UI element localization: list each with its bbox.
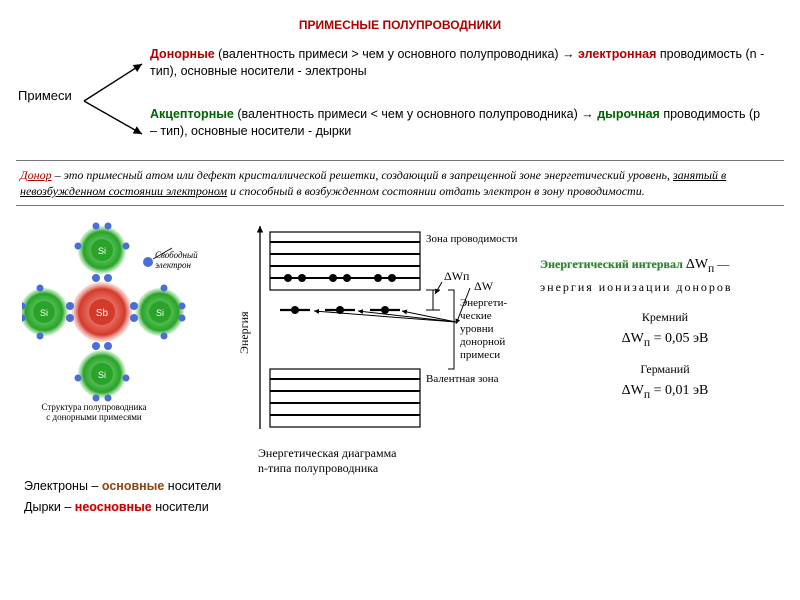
svg-text:ΔWп: ΔWп	[444, 269, 470, 283]
svg-text:Si: Si	[98, 246, 106, 256]
donor-definition: Донор – это примесный атом или дефект кр…	[16, 160, 784, 206]
page-title: ПРИМЕСНЫЕ ПОЛУПРОВОДНИКИ	[0, 0, 800, 32]
free-electron-label: Свободный электрон	[155, 250, 198, 270]
f2a: Дырки –	[24, 500, 75, 514]
right-column: Энергетический интервал ΔWп — энергия ио…	[540, 254, 790, 401]
def-before: – это примесный атом или дефект кристалл…	[52, 168, 673, 182]
donor-text: Донорные (валентность примеси > чем у ос…	[150, 46, 770, 80]
def-after: и способный в возбужденном состоянии отд…	[227, 184, 645, 198]
branch-arrows	[80, 56, 150, 146]
donor-rest1: (валентность примеси > чем у основного п…	[215, 47, 578, 61]
def-term: Донор	[20, 168, 52, 182]
interval-bold: Энергетический интервал	[540, 257, 683, 271]
interval-dash: —	[717, 257, 729, 271]
si-eq: ΔWп = 0,05 эВ	[540, 331, 790, 349]
svg-text:примеси: примеси	[460, 349, 500, 361]
branch-root-label: Примеси	[18, 88, 72, 103]
f1b: основные	[102, 479, 164, 493]
ge-label: Германий	[540, 362, 790, 377]
interval-desc: энергия ионизации доноров	[540, 280, 733, 294]
lower-panel: Sb Si Si Si Si Свободный электрон	[0, 214, 800, 544]
f2b: неосновные	[75, 500, 152, 514]
f1c: носители	[164, 479, 221, 493]
impurity-branch: Примеси Донорные (валентность примеси > …	[0, 46, 800, 156]
donor-keyword: Донорные	[150, 47, 215, 61]
svg-text:донорной: донорной	[460, 336, 505, 348]
svg-text:Зона проводимости: Зона проводимости	[426, 233, 518, 245]
svg-text:Энергети-: Энергети-	[460, 297, 507, 309]
acceptor-rest1: (валентность примеси < чем у основного п…	[234, 107, 597, 121]
f2c: носители	[152, 500, 209, 514]
donor-kind: электронная	[578, 47, 656, 61]
si-label: Кремний	[540, 310, 790, 325]
svg-text:Валентная зона: Валентная зона	[426, 373, 499, 385]
f1a: Электроны –	[24, 479, 102, 493]
svg-text:ческие: ческие	[460, 310, 492, 322]
acceptor-keyword: Акцепторные	[150, 107, 234, 121]
svg-text:Si: Si	[40, 308, 48, 318]
band-caption: Энергетическая диаграммаn-типа полупрово…	[258, 446, 396, 476]
band-diagram: Энергия Зона проводимости Валентная зона…	[230, 214, 530, 444]
svg-text:уровни: уровни	[460, 323, 494, 335]
acceptor-text: Акцепторные (валентность примеси < чем у…	[150, 106, 770, 140]
lattice-caption: Структура полупроводникас донорными прим…	[24, 402, 164, 422]
acceptor-kind: дырочная	[597, 107, 660, 121]
lattice-diagram: Sb Si Si Si Si	[22, 222, 192, 402]
svg-text:Sb: Sb	[96, 308, 109, 319]
ge-eq: ΔWп = 0,01 эВ	[540, 383, 790, 401]
svg-text:Si: Si	[98, 370, 106, 380]
svg-text:Энергия: Энергия	[237, 311, 251, 354]
footer-carriers: Электроны – основные носители Дырки – не…	[24, 476, 221, 519]
svg-text:Si: Si	[156, 308, 164, 318]
svg-text:ΔW: ΔW	[474, 279, 494, 293]
